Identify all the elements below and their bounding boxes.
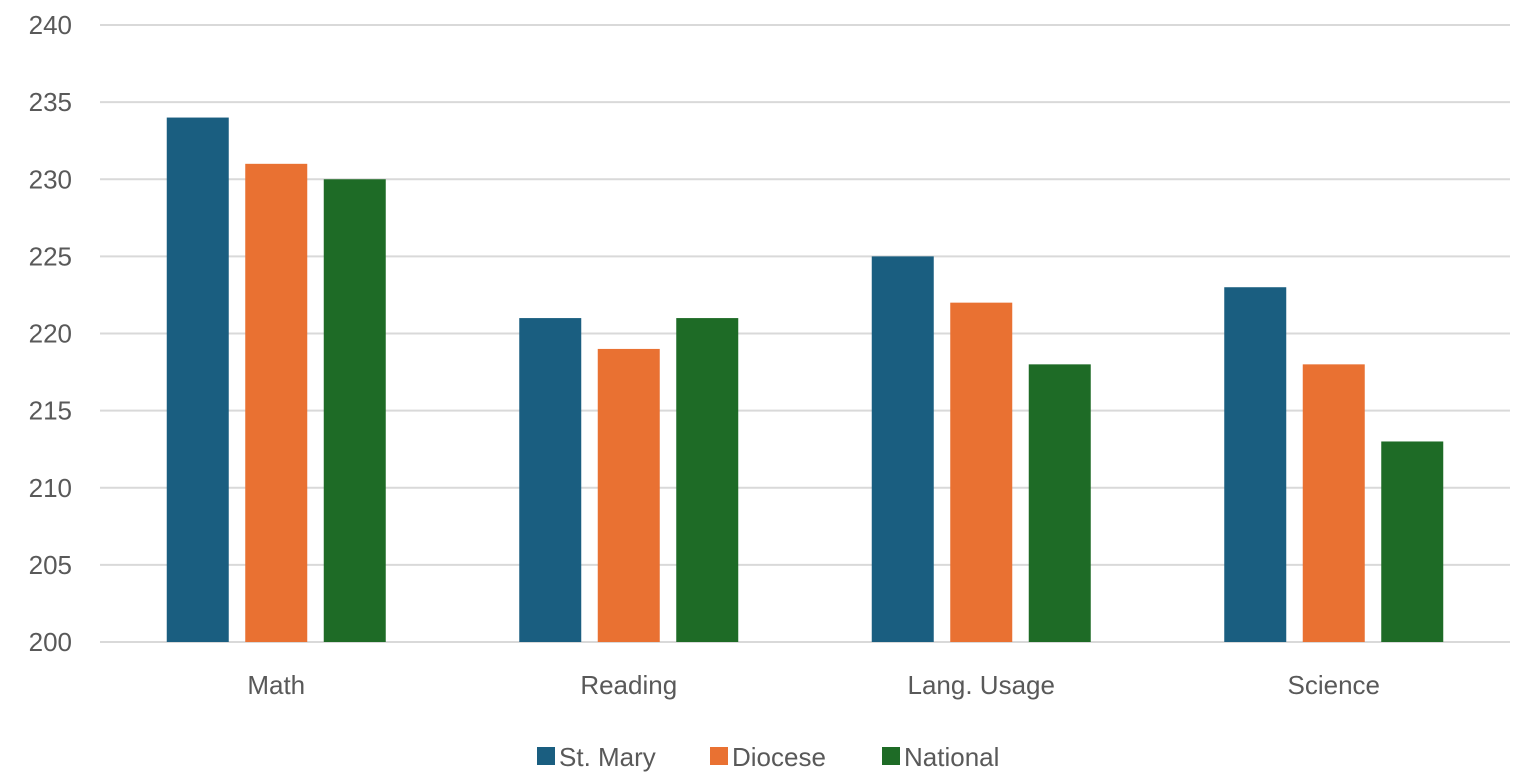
bar-st-mary-math [166,117,229,643]
bar-national-science [1381,441,1444,642]
bar-national-reading [676,318,739,642]
bar-st-mary-reading [519,318,582,642]
bar-diocese-math [245,163,308,642]
bar-diocese-reading [597,348,660,642]
bar-st-mary-science [1224,287,1287,642]
legend-label-diocese: Diocese [732,742,826,772]
gridlines [100,24,1510,643]
x-category-label: Reading [580,670,677,700]
bars [166,117,1444,643]
x-category-label: Math [247,670,305,700]
bar-national-math [323,179,386,642]
x-category-label: Lang. Usage [908,670,1055,700]
y-tick-label: 210 [29,473,72,503]
x-category-label: Science [1288,670,1381,700]
bar-national-lang-usage [1028,364,1091,642]
x-axis-categories: Math Reading Lang. Usage Science [247,670,1380,700]
y-tick-label: 225 [29,241,72,271]
legend-swatch-diocese [710,747,728,765]
legend: St. Mary Diocese National [537,742,999,772]
y-axis-ticks: 200 205 210 215 220 225 230 235 240 [29,10,72,657]
legend-swatch-national [882,747,900,765]
y-tick-label: 200 [29,627,72,657]
legend-label-national: National [904,742,999,772]
y-tick-label: 215 [29,396,72,426]
y-tick-label: 235 [29,87,72,117]
y-tick-label: 220 [29,319,72,349]
bar-st-mary-lang-usage [871,256,934,642]
legend-swatch-st-mary [537,747,555,765]
y-tick-label: 230 [29,164,72,194]
bar-diocese-lang-usage [950,302,1013,642]
legend-label-st-mary: St. Mary [559,742,656,772]
y-tick-label: 205 [29,550,72,580]
bar-diocese-science [1302,364,1365,642]
y-tick-label: 240 [29,10,72,40]
